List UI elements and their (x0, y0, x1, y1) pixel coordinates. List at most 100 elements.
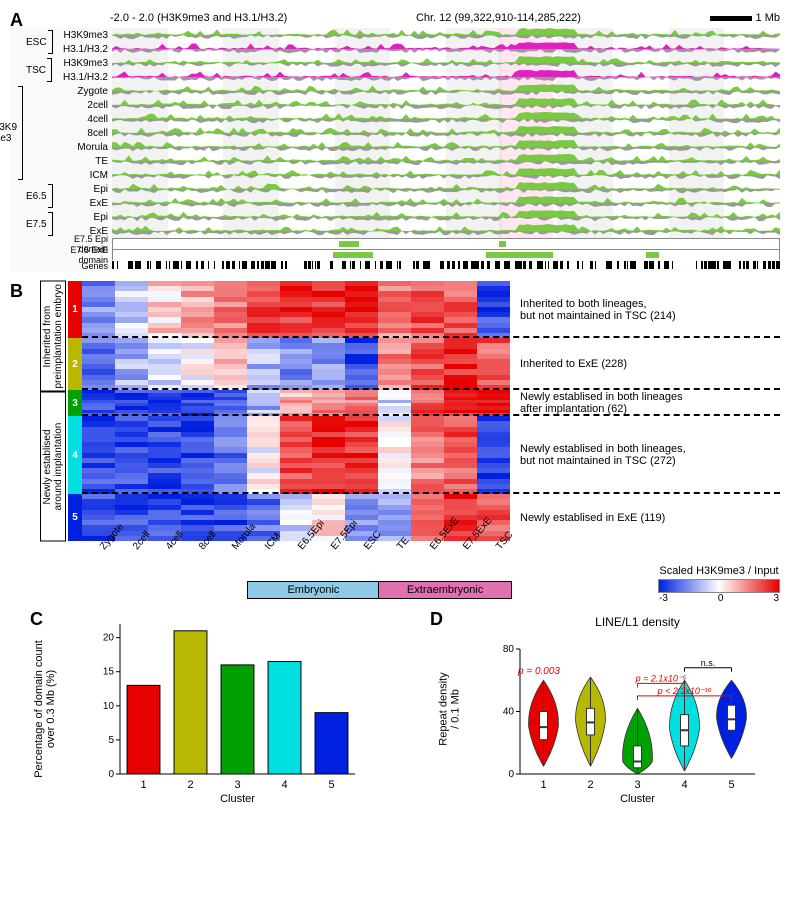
track-label: H3.1/H3.2 (48, 72, 112, 83)
track-label: Epi (48, 212, 112, 223)
track-label: 2cell (48, 100, 112, 111)
cluster-color: 1 (68, 281, 82, 338)
cluster-color: 3 (68, 390, 82, 416)
cluster-desc: Newly establised in both lineages, but n… (520, 416, 780, 494)
y-axis-label: Repeat density / 0.1 Mb (425, 614, 475, 804)
track-label: 8cell (48, 128, 112, 139)
track-label: Epi (48, 184, 112, 195)
heatmap-cluster (82, 390, 510, 416)
heatmap-cluster (82, 281, 510, 338)
track-label: Morula (48, 142, 112, 153)
gene-row: Genes (10, 260, 780, 271)
track-label: 4cell (48, 114, 112, 125)
svg-text:LINE/L1 density: LINE/L1 density (595, 615, 680, 629)
track-row: ExE (10, 224, 780, 238)
track-row: 8cell (10, 126, 780, 140)
svg-text:n.s.: n.s. (701, 658, 716, 668)
scale-range-text: -2.0 - 2.0 (H3K9me3 and H3.1/H3.2) (110, 12, 287, 24)
colorbar-container: Scaled H3K9me3 / Input -303 (658, 565, 780, 604)
panel-d: D LINE/L1 density0408012345n.s.p = 2.1x1… (410, 614, 780, 809)
svg-text:4: 4 (281, 779, 287, 791)
track-row: H3.1/H3.2 (10, 70, 780, 84)
violin-chart: LINE/L1 density 0 40 80 1 2 3 4 5 n.s. p = 2.1x10⁻… (480, 614, 780, 809)
track-row: TE (10, 154, 780, 168)
cluster-desc: Inherited to ExE (228) (520, 338, 780, 390)
y-axis-label: Percentage of domain count over 0.3 Mb (… (20, 614, 70, 804)
violin-chart-svg: LINE/L1 density 0 40 80 1 2 3 4 5 n.s. p = 2.1x10⁻… (480, 614, 760, 804)
svg-text:0: 0 (508, 769, 514, 780)
group-label: E7.5 (26, 210, 47, 238)
cluster-color: 4 (68, 416, 82, 494)
panel-a-header: -2.0 - 2.0 (H3K9me3 and H3.1/H3.2) Chr. … (10, 10, 780, 28)
scale-bar-line (710, 16, 752, 21)
cluster-color: 2 (68, 338, 82, 390)
scale-bar-label: 1 Mb (756, 12, 780, 24)
cluster-desc: Newly establised in both lineages after … (520, 390, 780, 416)
svg-text:3: 3 (234, 779, 240, 791)
track-row: H3K9me3 (10, 28, 780, 42)
svg-text:Cluster: Cluster (220, 793, 255, 804)
svg-text:2: 2 (187, 779, 193, 791)
track-row: 4cell (10, 112, 780, 126)
svg-text:Cluster: Cluster (620, 793, 655, 804)
heatmap (82, 281, 510, 541)
colorbar: Scaled H3K9me3 / Input -303 (658, 555, 780, 604)
heatmap-x-labels: Zygote2cell4cell8cellMorulaICME6.5EpiE7.… (82, 541, 510, 581)
track-row: Epi (10, 182, 780, 196)
track-label: ExE (48, 198, 112, 209)
track-row: H3K9me3 (10, 56, 780, 70)
bar-chart: 0510152012345ClusterPercentage of domain… (80, 614, 380, 809)
domain-row: E7.5 Epi domain (10, 238, 780, 249)
heatmap-cluster (82, 416, 510, 494)
domain-row: E7.5 ExE domain (10, 249, 780, 260)
svg-text:0: 0 (108, 769, 114, 780)
track-row: ICM (10, 168, 780, 182)
track-label: H3.1/H3.2 (48, 44, 112, 55)
track-row: ExE (10, 196, 780, 210)
panel-c: C 0510152012345ClusterPercentage of doma… (10, 614, 380, 809)
track-label: TE (48, 156, 112, 167)
track-row: Morula (10, 140, 780, 154)
group-label: E6.5 (26, 182, 47, 210)
track-row: 2cell (10, 98, 780, 112)
bar-chart-svg: 0 5 10 15 20 1 2 3 4 5 Cluster (80, 614, 360, 804)
svg-text:2: 2 (587, 779, 593, 791)
track-label: H3K9me3 (48, 58, 112, 69)
left-group-label: Inherited from preimplantation embryo (40, 281, 66, 392)
group-label: TSC (26, 56, 46, 84)
panel-b-label: B (10, 281, 23, 302)
cluster-color: 5 (68, 494, 82, 541)
lineage-bar: Embryonic (247, 581, 381, 599)
svg-text:3: 3 (634, 779, 640, 791)
svg-text:1: 1 (140, 779, 146, 791)
cluster-desc: Inherited to both lineages, but not main… (520, 281, 780, 338)
svg-text:40: 40 (503, 707, 515, 718)
track-row: H3.1/H3.2 (10, 42, 780, 56)
svg-text:5: 5 (728, 779, 734, 791)
svg-text:15: 15 (103, 667, 115, 678)
panel-b-left-groups: Inherited from preimplantation embryoNew… (40, 281, 82, 599)
left-group-label: Newly establised around implantation (40, 392, 66, 542)
scale-bar: 1 Mb (710, 12, 780, 24)
svg-text:5: 5 (328, 779, 334, 791)
track-label: H3K9me3 (48, 30, 112, 41)
svg-text:5: 5 (108, 735, 114, 746)
heatmap-cluster (82, 338, 510, 390)
svg-text:4: 4 (681, 779, 687, 791)
svg-text:p < 2.2x10⁻¹⁶: p < 2.2x10⁻¹⁶ (657, 686, 712, 696)
track-label: Zygote (48, 86, 112, 97)
svg-text:1: 1 (540, 779, 546, 791)
group-label: H3K9 me3 (0, 84, 17, 182)
svg-text:p = 2.1x10⁻⁵: p = 2.1x10⁻⁵ (635, 673, 687, 683)
svg-text:80: 80 (503, 644, 515, 655)
track-row: Zygote (10, 84, 780, 98)
bottom-row: C 0510152012345ClusterPercentage of doma… (10, 614, 780, 809)
svg-text:p = 0.003: p = 0.003 (517, 666, 560, 677)
cluster-descriptions: Inherited to both lineages, but not main… (510, 281, 780, 541)
svg-text:20: 20 (103, 633, 115, 644)
genome-tracks: H3K9me3 H3.1/H3.2 H3K9me3 H3.1/H3.2 Zygo… (10, 28, 780, 271)
lineage-bar: Extraembryonic (378, 581, 512, 599)
panel-b: Inherited from preimplantation embryoNew… (40, 281, 780, 599)
group-label: ESC (26, 28, 47, 56)
svg-text:10: 10 (103, 701, 115, 712)
